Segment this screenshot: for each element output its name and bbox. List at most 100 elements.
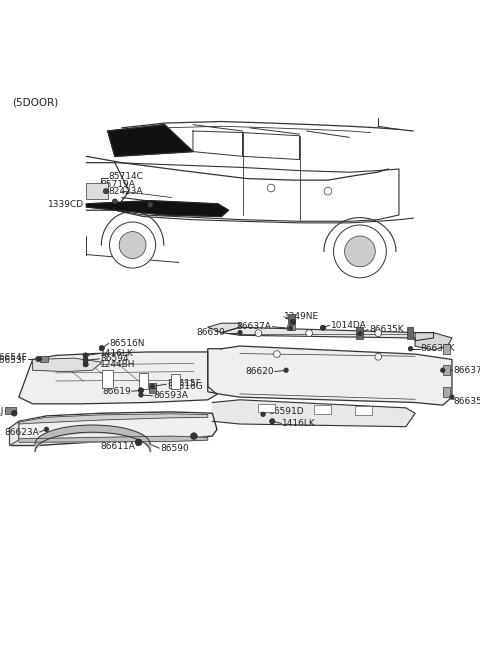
Text: 86630: 86630 (196, 328, 225, 337)
Text: 86616G: 86616G (167, 382, 203, 391)
Circle shape (408, 347, 412, 351)
Circle shape (84, 358, 87, 362)
Circle shape (151, 384, 155, 388)
Circle shape (191, 433, 197, 440)
Circle shape (345, 236, 375, 267)
Text: 86623A: 86623A (4, 428, 38, 436)
Bar (39, 356, 48, 362)
Circle shape (138, 388, 144, 393)
Bar (356, 327, 363, 338)
Text: 1014DA: 1014DA (331, 321, 367, 329)
Circle shape (136, 440, 141, 445)
Text: 86594: 86594 (100, 354, 129, 363)
Circle shape (238, 331, 242, 335)
Text: 86635K: 86635K (453, 397, 480, 405)
Circle shape (441, 368, 444, 372)
Text: 86619: 86619 (102, 386, 131, 396)
Circle shape (136, 440, 141, 445)
Text: 86593A: 86593A (154, 391, 188, 400)
Bar (287, 325, 295, 330)
Polygon shape (19, 352, 217, 404)
Circle shape (36, 356, 41, 361)
Circle shape (255, 330, 262, 337)
Bar (407, 327, 413, 338)
Bar (314, 405, 331, 414)
Circle shape (99, 346, 104, 351)
Bar (149, 388, 156, 394)
Bar (355, 406, 372, 415)
Circle shape (119, 232, 146, 258)
Text: 1244BH: 1244BH (100, 360, 136, 369)
Circle shape (84, 362, 87, 366)
Circle shape (37, 357, 41, 361)
Text: 1416LK: 1416LK (282, 419, 316, 428)
Text: 86591D: 86591D (269, 407, 304, 417)
Circle shape (306, 330, 312, 337)
Polygon shape (19, 436, 208, 442)
Circle shape (324, 188, 332, 195)
Circle shape (109, 222, 156, 268)
Text: 86620: 86620 (245, 367, 274, 376)
Text: 1339CD: 1339CD (48, 200, 84, 209)
Text: 86637A: 86637A (453, 366, 480, 375)
Text: 86654F: 86654F (0, 353, 27, 362)
Circle shape (12, 411, 16, 415)
Circle shape (321, 326, 325, 330)
Text: 86637A: 86637A (237, 322, 271, 331)
Circle shape (274, 351, 280, 358)
Polygon shape (86, 201, 228, 216)
Text: 86379: 86379 (170, 202, 199, 211)
Text: 86653F: 86653F (0, 356, 27, 365)
Text: 82423A: 82423A (108, 187, 143, 195)
Circle shape (290, 319, 295, 324)
Text: (5DOOR): (5DOOR) (12, 97, 58, 108)
Polygon shape (86, 183, 108, 199)
Polygon shape (212, 400, 415, 426)
Polygon shape (10, 412, 217, 445)
Circle shape (139, 393, 143, 397)
Circle shape (148, 202, 153, 207)
Circle shape (375, 330, 382, 337)
Circle shape (334, 225, 386, 277)
Circle shape (289, 327, 293, 330)
Text: 86611A: 86611A (100, 441, 135, 451)
Text: 86635K: 86635K (420, 344, 455, 353)
Text: 1249LJ: 1249LJ (0, 407, 4, 416)
Text: 1249NE: 1249NE (284, 312, 319, 321)
Circle shape (320, 325, 325, 331)
Bar (258, 403, 275, 412)
Circle shape (83, 358, 88, 363)
Polygon shape (19, 414, 208, 424)
Circle shape (12, 411, 17, 416)
Text: 86635K: 86635K (369, 325, 404, 334)
Bar (5, 407, 15, 414)
Polygon shape (10, 421, 19, 445)
Bar (139, 373, 148, 388)
Bar (171, 373, 180, 389)
Text: 85714C: 85714C (108, 173, 143, 181)
Bar (443, 387, 450, 396)
Text: 1416LK: 1416LK (100, 349, 134, 358)
Circle shape (270, 419, 275, 424)
Circle shape (84, 354, 87, 358)
Circle shape (83, 353, 88, 358)
Text: 86590: 86590 (160, 444, 189, 453)
Circle shape (261, 413, 265, 417)
Bar (443, 344, 450, 354)
Polygon shape (108, 125, 193, 156)
Bar (443, 365, 450, 375)
Circle shape (83, 361, 88, 367)
Text: 86516N: 86516N (109, 339, 145, 348)
Polygon shape (415, 333, 452, 350)
Bar (288, 314, 295, 324)
Circle shape (450, 395, 454, 399)
Bar (102, 371, 113, 388)
Circle shape (112, 199, 118, 204)
Circle shape (103, 188, 108, 194)
Circle shape (270, 419, 274, 423)
Circle shape (100, 346, 104, 350)
Polygon shape (208, 346, 452, 405)
Circle shape (135, 439, 142, 445)
Text: 86615F: 86615F (167, 379, 201, 388)
Circle shape (45, 428, 48, 431)
